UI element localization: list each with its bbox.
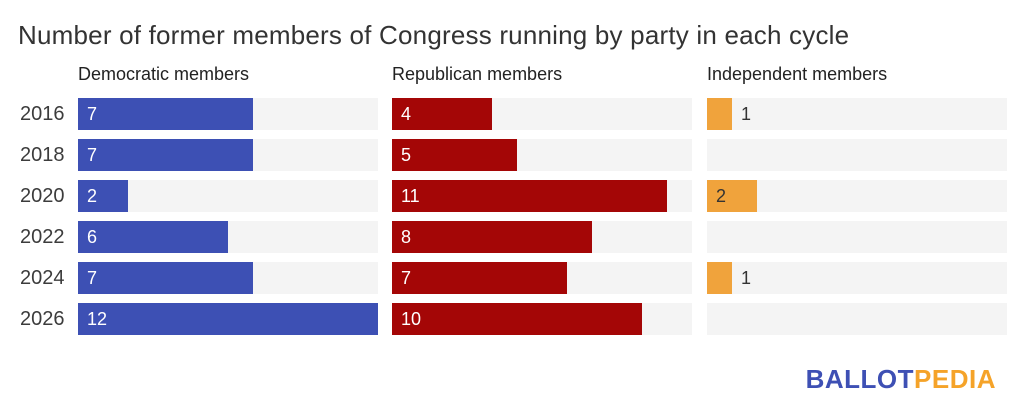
democratic-track-2024: 7 [78,262,378,294]
democratic-bar-2020 [78,180,128,212]
independent-track-2026 [707,303,1007,335]
republican-value-label-2026: 10 [401,309,422,329]
republican-track-2016: 4 [392,98,692,130]
democratic-value-label-2018: 7 [87,145,98,165]
republican-track-2026: 10 [392,303,692,335]
republican-track-2018: 5 [392,139,692,171]
republican-track-2022: 8 [392,221,692,253]
column-header-independent: Independent members [707,64,888,84]
independent-value-label-2016: 1 [741,104,752,124]
independent-bar-2016 [707,98,732,130]
independent-track-2020: 2 [707,180,1007,212]
democratic-bar-2026 [78,303,378,335]
democratic-bar-2024 [78,262,253,294]
independent-bar-2020 [707,180,757,212]
chart-title: Number of former members of Congress run… [18,20,850,50]
year-label-2018: 2018 [20,144,65,166]
republican-value-label-2024: 7 [401,268,412,288]
republican-value-label-2022: 8 [401,227,412,247]
independent-column: 1 2 1 [707,98,1007,344]
democratic-value-label-2024: 7 [87,268,98,288]
republican-bar-2016 [392,98,492,130]
republican-track-2020: 11 [392,180,692,212]
democratic-track-2016: 7 [78,98,378,130]
independent-value-label-2024: 1 [741,268,752,288]
republican-track-2024: 7 [392,262,692,294]
column-header-republican: Republican members [392,64,563,84]
republican-bar-2026 [392,303,642,335]
republican-value-label-2020: 11 [401,186,420,206]
column-header-democratic: Democratic members [78,64,250,84]
year-label-2020: 2020 [20,185,65,207]
logo-pedia: PEDIA [914,364,996,394]
ballotpedia-logo: BALLOTPEDIA [806,364,996,395]
republican-bar-2024 [392,262,567,294]
democratic-bar-2022 [78,221,228,253]
democratic-bar-2018 [78,139,253,171]
democratic-value-label-2026: 12 [87,309,108,329]
independent-bar-2024 [707,262,732,294]
democratic-track-2018: 7 [78,139,378,171]
year-label-2024: 2024 [20,267,65,289]
democratic-bar-2016 [78,98,253,130]
republican-value-label-2018: 5 [401,145,412,165]
democratic-value-label-2020: 2 [87,186,98,206]
year-axis: 2016 2018 2020 2022 2024 2026 [20,98,70,344]
independent-track-2024: 1 [707,262,1007,294]
democratic-track-2026: 12 [78,303,378,335]
year-label-2016: 2016 [20,103,65,125]
democratic-value-label-2022: 6 [87,227,98,247]
republican-bar-2020 [392,180,667,212]
democratic-track-2022: 6 [78,221,378,253]
republican-column: 4 5 11 8 7 10 [392,98,692,344]
independent-track-2018 [707,139,1007,171]
democratic-column: 7 7 2 6 7 12 [78,98,378,344]
year-label-2026: 2026 [20,308,65,330]
year-label-2022: 2022 [20,226,65,248]
independent-value-label-2020: 2 [716,186,727,206]
republican-bar-2018 [392,139,517,171]
republican-value-label-2016: 4 [401,104,412,124]
republican-bar-2022 [392,221,592,253]
logo-ballot: BALLOT [805,364,915,394]
democratic-track-2020: 2 [78,180,378,212]
independent-track-2016: 1 [707,98,1007,130]
independent-track-2022 [707,221,1007,253]
democratic-value-label-2016: 7 [87,104,98,124]
